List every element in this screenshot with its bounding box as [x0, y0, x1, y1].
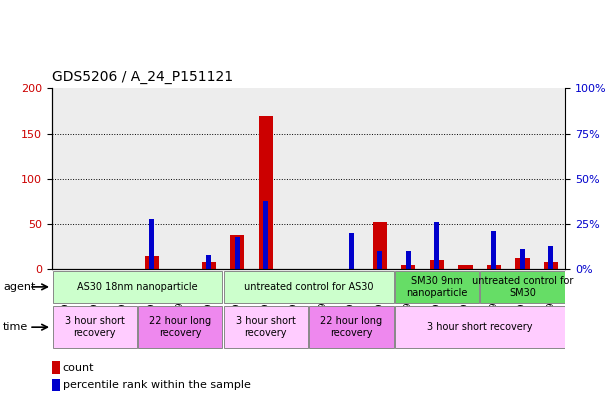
Bar	[395, 307, 565, 348]
Text: SM30 9nm
nanoparticle: SM30 9nm nanoparticle	[406, 276, 467, 298]
Bar	[423, 88, 451, 269]
Bar	[224, 307, 308, 348]
Bar	[373, 222, 387, 269]
Bar	[349, 233, 354, 269]
Bar	[53, 271, 222, 303]
Text: 3 hour short
recovery: 3 hour short recovery	[65, 316, 125, 338]
Bar	[206, 255, 211, 269]
Bar	[337, 88, 365, 269]
Bar	[401, 265, 415, 269]
Bar	[138, 307, 222, 348]
Bar	[377, 251, 382, 269]
Bar	[544, 262, 558, 269]
Bar	[235, 237, 240, 269]
Bar	[309, 88, 337, 269]
Bar	[52, 379, 60, 391]
Bar	[258, 116, 273, 269]
Bar	[166, 88, 194, 269]
Bar	[395, 271, 479, 303]
Bar	[536, 88, 565, 269]
Bar	[520, 249, 525, 269]
Bar	[394, 88, 423, 269]
Text: agent: agent	[3, 282, 35, 292]
Bar	[202, 262, 216, 269]
Bar	[548, 246, 554, 269]
Bar	[145, 255, 159, 269]
Bar	[434, 222, 439, 269]
Bar	[53, 307, 137, 348]
Bar	[515, 258, 530, 269]
Bar	[194, 88, 223, 269]
Bar	[224, 271, 393, 303]
Bar	[137, 88, 166, 269]
Bar	[365, 88, 394, 269]
Text: 22 hour long
recovery: 22 hour long recovery	[149, 316, 211, 338]
Bar	[280, 88, 309, 269]
Bar	[406, 251, 411, 269]
Text: 3 hour short recovery: 3 hour short recovery	[427, 322, 532, 332]
Text: 3 hour short
recovery: 3 hour short recovery	[236, 316, 296, 338]
Bar	[458, 265, 472, 269]
Bar	[491, 231, 497, 269]
Bar	[81, 88, 109, 269]
Bar	[480, 88, 508, 269]
Bar	[230, 235, 244, 269]
Bar	[149, 219, 155, 269]
Text: AS30 18nm nanoparticle: AS30 18nm nanoparticle	[77, 282, 198, 292]
Text: GDS5206 / A_24_P151121: GDS5206 / A_24_P151121	[52, 70, 233, 84]
Text: percentile rank within the sample: percentile rank within the sample	[63, 380, 251, 390]
Bar	[451, 88, 480, 269]
Bar	[52, 361, 60, 373]
Bar	[252, 88, 280, 269]
Bar	[263, 200, 268, 269]
Text: count: count	[63, 362, 94, 373]
Bar	[508, 88, 536, 269]
Text: time: time	[3, 322, 28, 332]
Bar	[430, 260, 444, 269]
Text: 22 hour long
recovery: 22 hour long recovery	[320, 316, 382, 338]
Bar	[309, 307, 393, 348]
Bar	[52, 88, 81, 269]
Text: untreated control for
SM30: untreated control for SM30	[472, 276, 573, 298]
Bar	[487, 265, 501, 269]
Bar	[109, 88, 137, 269]
Bar	[480, 271, 565, 303]
Text: untreated control for AS30: untreated control for AS30	[244, 282, 373, 292]
Bar	[223, 88, 252, 269]
